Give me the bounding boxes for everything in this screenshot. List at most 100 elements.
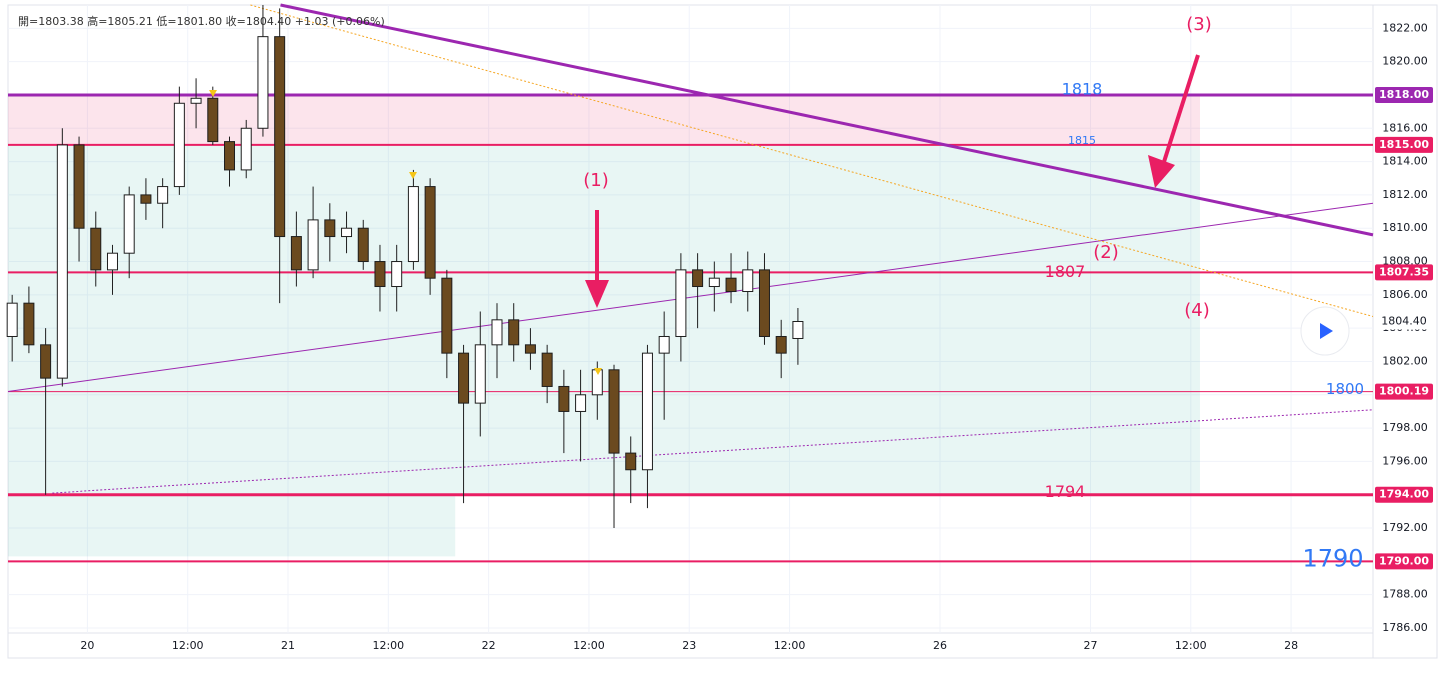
- x-tick-label: 26: [933, 639, 947, 652]
- price-label: 1815.00: [1379, 138, 1429, 151]
- candle-body: [290, 236, 302, 271]
- candle-body: [558, 385, 570, 412]
- y-tick-label: 1820.00: [1382, 55, 1428, 68]
- y-tick-label: 1796.00: [1382, 454, 1428, 467]
- candle-body: [257, 36, 269, 129]
- frame: [7, 4, 1438, 659]
- annotation: (3): [1186, 14, 1212, 35]
- y-tick-label: 1788.00: [1382, 588, 1428, 601]
- price-label-box: [1375, 486, 1433, 503]
- candle-body: [758, 269, 770, 337]
- arrow: [1148, 54, 1200, 188]
- candle-body: [541, 352, 553, 387]
- y-tick-label: 1786.00: [1382, 621, 1428, 634]
- trend-line: [280, 3, 1374, 237]
- candle-body: [474, 344, 486, 404]
- candle-body: [775, 335, 787, 354]
- x-tick-label: 12:00: [172, 639, 204, 652]
- candle-body: [207, 97, 219, 143]
- candle-body: [508, 319, 520, 346]
- candle-body: [424, 186, 436, 279]
- x-tick-label: 27: [1083, 639, 1097, 652]
- price-label: 1818.00: [1379, 88, 1429, 101]
- last-price-label: 1804.40: [1381, 314, 1427, 327]
- price-label-box: [1375, 136, 1433, 153]
- candle-body: [40, 344, 52, 379]
- y-tick-label: 1816.00: [1382, 121, 1428, 134]
- candle-body: [708, 277, 720, 288]
- candle-body: [742, 269, 754, 293]
- candle-body: [274, 36, 286, 238]
- y-tick-label: 1812.00: [1382, 188, 1428, 201]
- price-label-box: [1375, 553, 1433, 570]
- x-tick-label: 12:00: [372, 639, 404, 652]
- price-label-box: [1375, 383, 1433, 400]
- annotation: (2): [1093, 242, 1119, 263]
- y-tick-label: 1792.00: [1382, 521, 1428, 534]
- candle-body: [725, 277, 737, 293]
- candle-body: [792, 320, 804, 339]
- candle-body: [324, 219, 336, 238]
- candle-body: [224, 141, 236, 171]
- marker: [209, 90, 602, 375]
- y-tick-label: 1810.00: [1382, 221, 1428, 234]
- x-tick-label: 22: [482, 639, 496, 652]
- candle-body: [190, 97, 202, 104]
- play-button[interactable]: [1300, 306, 1350, 356]
- x-tick-label: 20: [80, 639, 94, 652]
- candle-body: [641, 352, 653, 471]
- price-note: 1794: [1045, 482, 1086, 501]
- candle-body: [658, 335, 670, 354]
- price-note: 1807: [1045, 262, 1086, 281]
- candle-body: [675, 269, 687, 337]
- last-price-box: [1375, 313, 1433, 330]
- candle-body: [307, 219, 319, 271]
- x-tick-label: 23: [682, 639, 696, 652]
- trend-line: [7, 202, 1374, 392]
- x-tick-label: 21: [281, 639, 295, 652]
- y-tick-label: 1814.00: [1382, 155, 1428, 168]
- x-tick-label: 12:00: [573, 639, 605, 652]
- price-note: 1815: [1068, 134, 1096, 147]
- zone: [8, 144, 1200, 495]
- annotation: (1): [583, 170, 609, 191]
- price-note: 1818: [1062, 79, 1103, 98]
- candle-body: [491, 319, 503, 346]
- arrow: [585, 210, 609, 308]
- y-tick-label: 1802.00: [1382, 354, 1428, 367]
- candle-body: [341, 227, 353, 238]
- y-tick-label: 1806.00: [1382, 288, 1428, 301]
- candle-body: [391, 261, 403, 288]
- candle-body: [692, 269, 704, 288]
- candle-body: [441, 277, 453, 354]
- candle-body: [608, 369, 620, 454]
- candle-body: [374, 261, 386, 288]
- candle-body: [357, 227, 369, 263]
- x-tick-label: 28: [1284, 639, 1298, 652]
- y-tick-label: 1822.00: [1382, 21, 1428, 34]
- y-tick-label: 1798.00: [1382, 421, 1428, 434]
- plot: 1818 1815 1807 1800 1794 1790: [6, 3, 1374, 633]
- candle-body: [106, 252, 118, 271]
- candle-body: [140, 194, 152, 204]
- candle-body: [157, 186, 169, 204]
- candle-body: [575, 394, 587, 412]
- candle-body: [123, 194, 135, 254]
- price-note: 1790: [1302, 544, 1363, 572]
- price-note: 1800: [1326, 380, 1364, 398]
- candle-body: [23, 302, 35, 346]
- price-label: 1800.19: [1379, 385, 1429, 398]
- price-label-box: [1375, 264, 1433, 281]
- x-tick-label: 12:00: [774, 639, 806, 652]
- zone: [8, 494, 456, 557]
- candle-body: [524, 344, 536, 354]
- candle-body: [625, 452, 637, 471]
- x-tick-label: 12:00: [1175, 639, 1207, 652]
- zone: [8, 94, 1200, 145]
- price-label: 1790.00: [1379, 554, 1429, 567]
- price-label: 1794.00: [1379, 488, 1429, 501]
- candle-body: [240, 127, 252, 171]
- candle-body: [73, 144, 85, 229]
- annotation: (4): [1184, 300, 1210, 321]
